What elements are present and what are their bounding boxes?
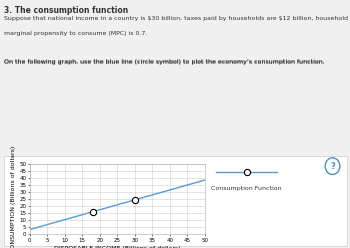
Y-axis label: CONSUMPTION (Billions of dollars): CONSUMPTION (Billions of dollars) [12,145,16,248]
Text: On the following graph, use the blue line (circle symbol) to plot the economy’s : On the following graph, use the blue lin… [4,60,324,64]
Text: Consumption Function: Consumption Function [211,186,282,191]
X-axis label: DISPOSABLE INCOME (Billions of dollars): DISPOSABLE INCOME (Billions of dollars) [54,246,181,248]
Text: Suppose that national income in a country is $30 billion, taxes paid by househol: Suppose that national income in a countr… [4,16,350,21]
Text: ?: ? [330,162,335,171]
Text: On the following graph, use the blue line (circle symbol) to plot the economy’s : On the following graph, use the blue lin… [4,59,324,64]
Text: 3. The consumption function: 3. The consumption function [4,6,128,15]
Text: marginal propensity to consume (MPC) is 0.7.: marginal propensity to consume (MPC) is … [4,31,147,35]
